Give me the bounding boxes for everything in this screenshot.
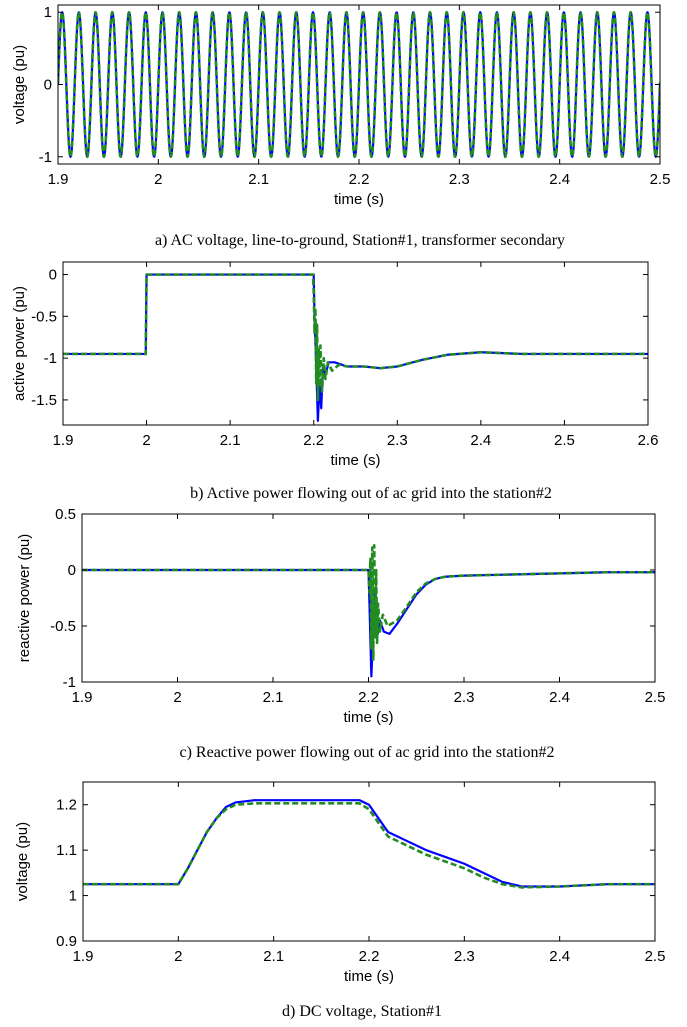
series-line-green bbox=[82, 544, 655, 661]
y-tick-label: 0.5 bbox=[55, 506, 76, 523]
caption-b: b) Active power flowing out of ac grid i… bbox=[190, 485, 552, 502]
x-tick-label: 2.4 bbox=[470, 432, 491, 449]
caption-c: c) Reactive power flowing out of ac grid… bbox=[179, 744, 554, 761]
y-axis-label: active power (pu) bbox=[11, 286, 28, 401]
panel-a-ac-voltage: a) AC voltage, line-to-ground, Station#1… bbox=[11, 4, 670, 249]
y-tick-label: 0 bbox=[44, 77, 52, 94]
x-tick-label: 2.5 bbox=[650, 171, 671, 188]
x-tick-label: 2.2 bbox=[349, 171, 370, 188]
series-line-green bbox=[83, 802, 655, 889]
x-tick-label: 1.9 bbox=[73, 948, 94, 965]
panel-b-active-power: b) Active power flowing out of ac grid i… bbox=[11, 261, 659, 502]
x-tick-label: 2.5 bbox=[645, 948, 666, 965]
x-tick-label: 2.4 bbox=[549, 948, 570, 965]
caption-d: d) DC voltage, Station#1 bbox=[282, 1003, 442, 1020]
y-tick-label: -1 bbox=[44, 350, 57, 367]
x-tick-label: 2.1 bbox=[263, 948, 284, 965]
x-tick-label: 1.9 bbox=[72, 689, 93, 706]
x-tick-label: 2.3 bbox=[454, 948, 475, 965]
caption-a: a) AC voltage, line-to-ground, Station#1… bbox=[155, 232, 565, 249]
y-tick-label: 1.2 bbox=[56, 797, 77, 814]
y-tick-label: 0.9 bbox=[56, 933, 77, 950]
x-tick-label: 2.3 bbox=[449, 171, 470, 188]
x-tick-label: 2.2 bbox=[359, 948, 380, 965]
y-tick-label: 0 bbox=[68, 562, 76, 579]
x-tick-label: 2.2 bbox=[358, 689, 379, 706]
y-tick-label: -1.5 bbox=[31, 392, 57, 409]
x-axis-label: time (s) bbox=[334, 191, 384, 208]
x-tick-label: 2.2 bbox=[303, 432, 324, 449]
x-tick-label: 2 bbox=[174, 948, 182, 965]
y-axis-label: voltage (pu) bbox=[11, 45, 28, 124]
series-line-green bbox=[63, 273, 648, 402]
y-tick-label: 1 bbox=[69, 888, 77, 905]
plot-frame bbox=[62, 261, 649, 426]
series-line-green bbox=[58, 10, 660, 159]
x-axis-label: time (s) bbox=[344, 709, 394, 726]
x-tick-label: 1.9 bbox=[48, 171, 69, 188]
series-group bbox=[82, 544, 655, 678]
x-tick-label: 2.1 bbox=[263, 689, 284, 706]
series-group bbox=[63, 273, 648, 422]
y-tick-label: -1 bbox=[39, 149, 52, 166]
y-axis-label: reactive power (pu) bbox=[16, 534, 33, 662]
y-tick-label: -0.5 bbox=[50, 618, 76, 635]
x-axis-label: time (s) bbox=[331, 452, 381, 469]
y-tick-label: -0.5 bbox=[31, 308, 57, 325]
y-tick-label: 1 bbox=[44, 4, 52, 21]
y-tick-label: -1 bbox=[63, 674, 76, 691]
x-tick-label: 2 bbox=[173, 689, 181, 706]
x-tick-label: 2.4 bbox=[549, 689, 570, 706]
x-tick-label: 2.5 bbox=[554, 432, 575, 449]
series-line-blue bbox=[83, 799, 655, 888]
x-tick-label: 1.9 bbox=[53, 432, 74, 449]
x-axis-label: time (s) bbox=[344, 968, 394, 985]
x-tick-label: 2.6 bbox=[638, 432, 659, 449]
x-tick-label: 2.3 bbox=[387, 432, 408, 449]
x-tick-label: 2.1 bbox=[248, 171, 269, 188]
x-tick-label: 2.5 bbox=[645, 689, 666, 706]
panel-c-reactive-power: c) Reactive power flowing out of ac grid… bbox=[16, 506, 665, 761]
x-tick-label: 2 bbox=[142, 432, 150, 449]
x-tick-label: 2.1 bbox=[220, 432, 241, 449]
panel-d-dc-voltage: d) DC voltage, Station#1 1.9 2 2.1 2.2 2.3 2.… bbox=[14, 781, 666, 1020]
y-tick-label: 0 bbox=[49, 267, 57, 284]
series-group bbox=[83, 799, 655, 889]
y-axis-label: voltage (pu) bbox=[14, 822, 31, 901]
series-line-blue bbox=[63, 273, 648, 422]
y-tick-label: 1.1 bbox=[56, 842, 77, 859]
x-tick-label: 2.4 bbox=[549, 171, 570, 188]
x-tick-label: 2 bbox=[154, 171, 162, 188]
x-tick-label: 2.3 bbox=[454, 689, 475, 706]
series-group bbox=[58, 10, 660, 159]
